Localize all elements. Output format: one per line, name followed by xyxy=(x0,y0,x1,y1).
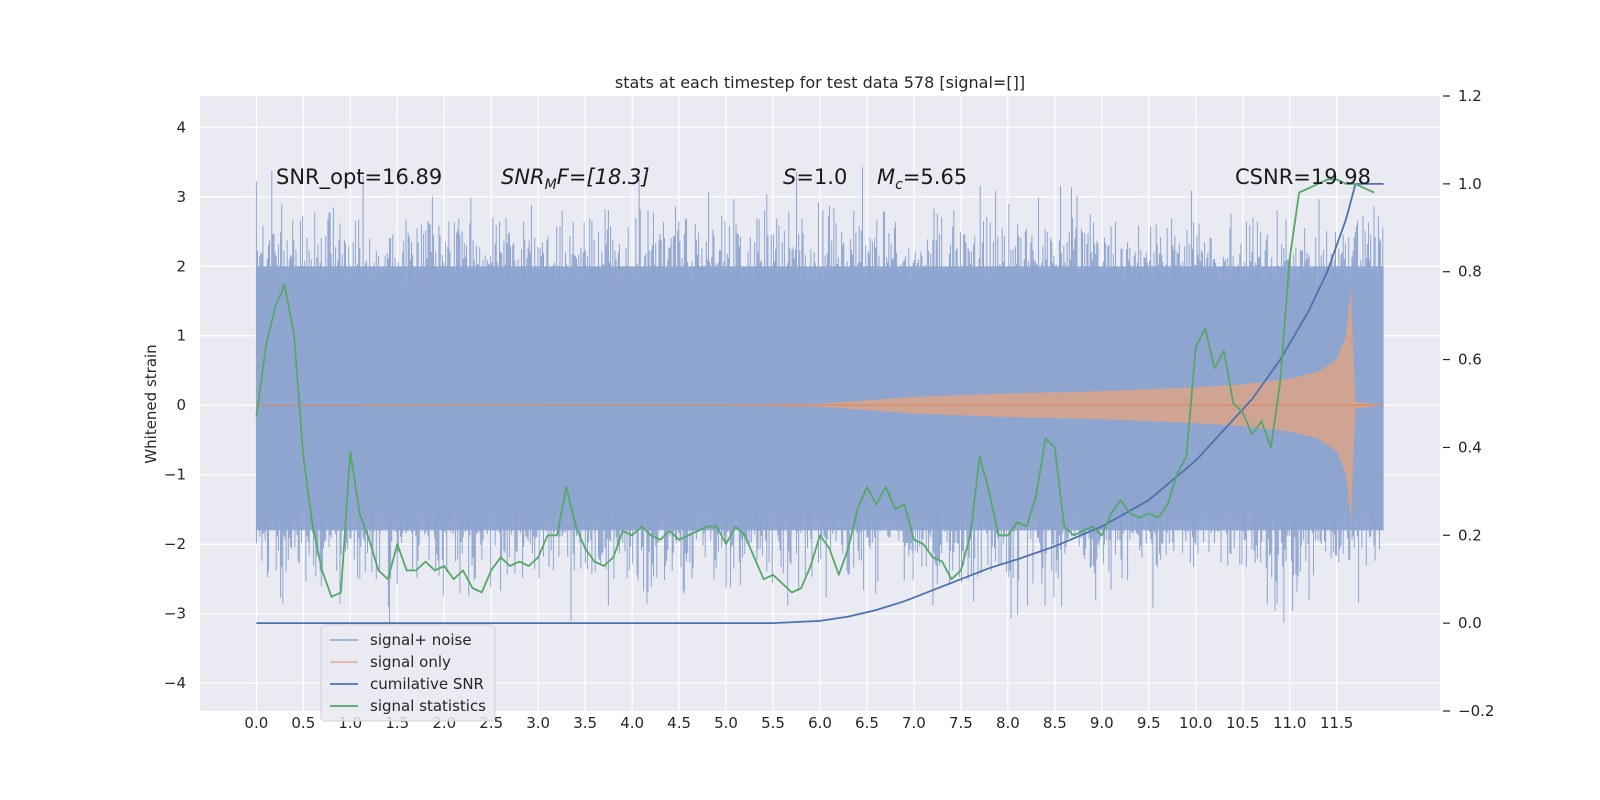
x-tick-label: 7.0 xyxy=(902,714,926,732)
legend-label-signal-only: signal only xyxy=(370,653,451,671)
y-tick-label: 3 xyxy=(176,188,186,206)
legend-label-signal-plus-noise: signal+ noise xyxy=(370,631,472,649)
y-tick-label: 2 xyxy=(176,257,186,275)
cumulative-snr-line xyxy=(256,183,1384,624)
x-tick-label: 3.5 xyxy=(573,714,597,732)
y-tick-label: 1 xyxy=(176,327,186,345)
y-tick-label: −3 xyxy=(164,605,186,623)
signal-statistics-line xyxy=(255,178,1375,598)
annotation-snr-mf: SNRMF=[18.3] xyxy=(501,165,650,193)
y-tick-label: −1 xyxy=(164,466,186,484)
annotation-mc-main: M xyxy=(877,165,895,189)
y2-tick-label: 0.0 xyxy=(1458,614,1482,632)
annotation-snr-opt: SNR_opt=16.89 xyxy=(276,165,442,190)
x-tick-label: 10.0 xyxy=(1179,714,1212,732)
x-tick-label: 5.5 xyxy=(761,714,785,732)
x-tick-label: 11.5 xyxy=(1320,714,1353,732)
x-tick-label: 8.0 xyxy=(996,714,1020,732)
axes: 0.0 0.5 1.0 1.5 2.0 2.5 3.0 3.5 4.0 4.5 5.0 5.5 6.0 6… xyxy=(164,87,1495,732)
x-tick-label: 0.5 xyxy=(291,714,315,732)
signal-only-series xyxy=(256,287,1384,524)
y2-tick-label: 0.6 xyxy=(1458,351,1482,369)
annotation-snr-mf-sub: M xyxy=(545,177,557,193)
annotation-s-italic: S xyxy=(783,165,796,189)
x-tick-label: 9.5 xyxy=(1137,714,1161,732)
right-axis-series xyxy=(255,178,1384,624)
y-tick-label: −2 xyxy=(164,535,186,553)
y2-tick-label: 0.8 xyxy=(1458,263,1482,281)
y-axis-label: Whitened strain xyxy=(142,344,160,463)
x-tick-label: 5.0 xyxy=(714,714,738,732)
y2-tick-label: −0.2 xyxy=(1458,702,1494,720)
x-tick-label: 4.5 xyxy=(667,714,691,732)
annotation-snr-mf-rest: F=[18.3] xyxy=(557,165,650,189)
x-tick-label: 0.0 xyxy=(244,714,268,732)
legend-box xyxy=(320,624,496,722)
annotation-mc: Mc=5.65 xyxy=(877,165,967,193)
annotation-snr-mf-main: SNR xyxy=(501,165,545,189)
y2-tick-label: 1.0 xyxy=(1458,175,1482,193)
x-tick-label: 10.5 xyxy=(1226,714,1259,732)
legend-label-signal-statistics: signal statistics xyxy=(370,697,486,715)
x-tick-label: 8.5 xyxy=(1043,714,1067,732)
x-tick-label: 11.0 xyxy=(1273,714,1306,732)
chart-title: stats at each timestep for test data 578… xyxy=(615,73,1025,92)
x-tick-label: 7.5 xyxy=(949,714,973,732)
legend-label-cumulative-snr: cumilative SNR xyxy=(370,675,484,693)
x-tick-label: 9.0 xyxy=(1090,714,1114,732)
x-tick-label: 6.0 xyxy=(808,714,832,732)
y2-tick-label: 0.4 xyxy=(1458,438,1482,456)
annotation-csnr: CSNR=19.98 xyxy=(1235,165,1371,189)
annotation-s: S=1.0 xyxy=(783,165,847,189)
y2-tick-label: 1.2 xyxy=(1458,87,1482,105)
x-tick-label: 4.0 xyxy=(620,714,644,732)
annotation-mc-sub: c xyxy=(895,177,903,193)
y2-tick-label: 0.2 xyxy=(1458,526,1482,544)
x-tick-label: 6.5 xyxy=(855,714,879,732)
x-tick-label: 3.0 xyxy=(526,714,550,732)
y-tick-label: 4 xyxy=(176,118,186,136)
legend: signal+ noise signal only cumilative SNR… xyxy=(320,624,496,722)
y-tick-label: −4 xyxy=(164,674,186,692)
annotation-s-rest: =1.0 xyxy=(796,165,847,189)
annotation-mc-rest: =5.65 xyxy=(903,165,967,189)
y-tick-label: 0 xyxy=(176,396,186,414)
